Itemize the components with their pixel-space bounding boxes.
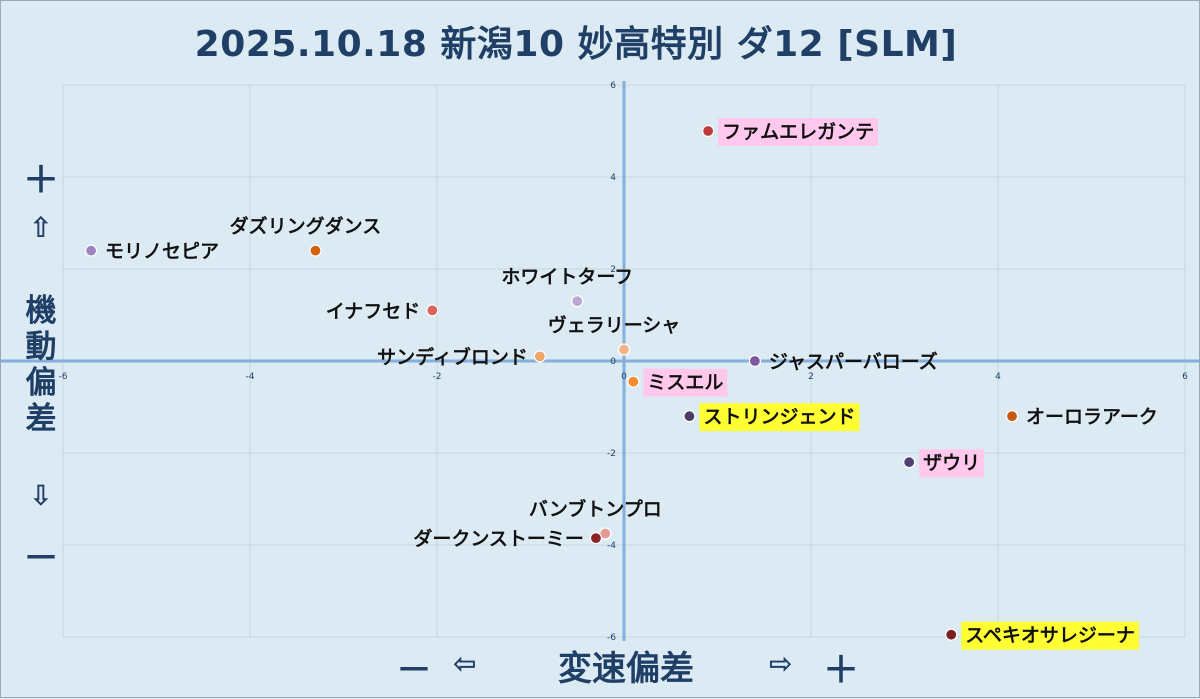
data-point-group: ホワイトターフ: [501, 266, 633, 308]
x-tick-label: 6: [1182, 372, 1188, 382]
point-label: ダズリングダンス: [230, 215, 382, 238]
point-label: オーロラアーク: [1026, 406, 1158, 428]
y-plus-sign: ＋: [22, 160, 59, 201]
data-point-group: ミスエル: [627, 368, 728, 397]
point-label: スペキオサレジーナ: [965, 625, 1135, 647]
y-axis-label-char: 差: [25, 401, 57, 437]
x-minus-sign: －: [396, 650, 433, 691]
data-point-group: スペキオサレジーナ: [945, 621, 1139, 650]
point-label: ジャスパーバローズ: [769, 350, 938, 373]
point-label-highlight: [643, 368, 728, 397]
chart-title: 2025.10.18 新潟10 妙高特別 ダ12 [SLM]: [194, 24, 958, 65]
data-point-group: サンディブロンド: [377, 345, 546, 368]
y-tick-label: 0: [610, 357, 616, 367]
y-minus-sign: －: [22, 538, 59, 579]
data-point-group: ヴェラリーシャ: [548, 314, 681, 356]
data-point: [627, 375, 640, 388]
data-point: [589, 531, 603, 545]
point-label-highlight: [961, 621, 1139, 650]
y-axis-label-char: 偏: [25, 365, 57, 401]
axes: [1, 81, 1200, 641]
right-arrow-icon: ⇨: [769, 647, 793, 680]
data-point: [903, 456, 916, 469]
x-tick-label: -6: [59, 372, 68, 382]
data-point: [748, 354, 762, 368]
data-point-group: オーロラアーク: [1005, 406, 1158, 428]
point-label: ホワイトターフ: [501, 266, 633, 288]
tick-labels: -6 -4 -2 0 2 4 6 6 4 2 -2 -4 -6 0: [59, 81, 1189, 643]
data-point: [426, 304, 439, 317]
y-tick-label: 2: [610, 265, 616, 275]
x-tick-label: -4: [246, 372, 255, 382]
data-point: [84, 244, 98, 257]
x-tick-label: 2: [808, 372, 814, 382]
data-point-group: ザウリ: [903, 449, 985, 478]
y-axis-label-char: 動: [25, 329, 57, 365]
y-tick-label: -2: [607, 449, 616, 459]
point-label: ストリンジェンド: [703, 406, 855, 428]
y-tick-label: 4: [610, 173, 616, 183]
data-point: [702, 124, 715, 138]
x-tick-label: 4: [995, 372, 1001, 382]
y-axis-label-char: 機: [25, 293, 57, 329]
point-label: ダークンストーミー: [413, 527, 584, 550]
data-point-group: ファムエレガンテ: [702, 118, 879, 146]
point-label: ミスエル: [647, 372, 723, 394]
data-point: [945, 628, 958, 641]
data-point-group: ダークンストーミー: [413, 527, 603, 550]
up-arrow-icon: ⇧: [29, 211, 53, 244]
data-point: [683, 410, 696, 423]
x-axis-label: 変速偏差: [558, 649, 694, 689]
data-point: [571, 295, 584, 308]
data-point-group: ジャスパーバローズ: [748, 350, 938, 373]
y-tick-label: -4: [607, 541, 616, 551]
point-label: モリノセピア: [105, 241, 219, 263]
point-label-highlight: [699, 403, 860, 432]
point-label: ザウリ: [923, 452, 980, 474]
data-point-group: イナフセド: [326, 300, 439, 322]
point-label-highlight: [718, 118, 879, 146]
point-label: イナフセド: [326, 300, 421, 322]
point-label: ヴェラリーシャ: [548, 314, 681, 337]
data-point: [309, 244, 322, 257]
data-point-group: ダズリングダンス: [230, 215, 382, 257]
x-tick-label: -2: [433, 372, 442, 382]
data-point-group: モリノセピア: [84, 241, 219, 263]
x-plus-sign: ＋: [823, 650, 860, 691]
point-label: バンブトンプロ: [529, 498, 662, 521]
data-point: [1005, 410, 1019, 423]
x-tick-label: 0: [621, 372, 627, 382]
left-arrow-icon: ⇦: [453, 647, 477, 680]
data-point-group: ストリンジェンド: [683, 403, 860, 432]
point-label: サンディブロンド: [377, 345, 528, 368]
y-axis-label: 機動偏差: [19, 293, 63, 437]
data-point: [533, 350, 546, 363]
point-label-highlight: [919, 449, 985, 478]
down-arrow-icon: ⇩: [29, 479, 53, 512]
y-tick-label: 6: [610, 81, 616, 91]
y-tick-label: -6: [607, 633, 616, 643]
data-point: [617, 343, 631, 356]
data-points: ファムエレガンテダズリングダンスモリノセピアホワイトターフイナフセドヴェラリーシ…: [84, 118, 1158, 650]
point-label: ファムエレガンテ: [722, 121, 874, 143]
